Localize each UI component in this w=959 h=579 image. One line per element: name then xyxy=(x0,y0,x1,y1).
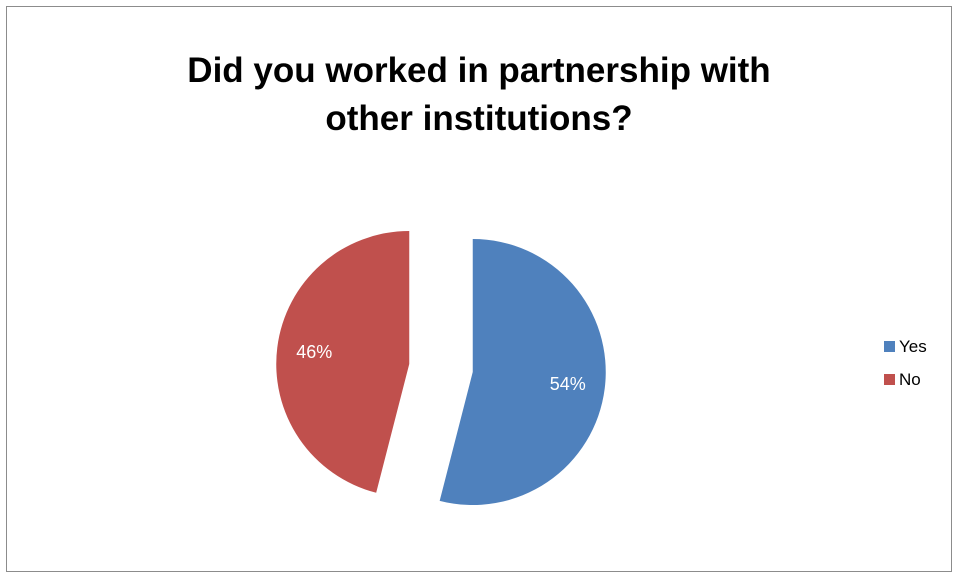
legend: Yes No xyxy=(884,334,927,400)
legend-item-yes: Yes xyxy=(884,334,927,359)
data-label-no: 46% xyxy=(296,342,332,362)
chart-title-line-2: other institutions? xyxy=(325,99,633,138)
legend-label-yes: Yes xyxy=(899,336,927,356)
data-label-yes: 54% xyxy=(550,374,586,394)
pie-slice-yes xyxy=(439,239,606,506)
legend-item-no: No xyxy=(884,367,927,392)
legend-label-no: No xyxy=(899,369,921,389)
chart-title-line-1: Did you worked in partnership with xyxy=(187,51,771,90)
pie-slice-no xyxy=(276,230,410,493)
legend-swatch-no xyxy=(884,374,895,385)
legend-swatch-yes xyxy=(884,341,895,352)
chart-title: Did you worked in partnership with other… xyxy=(7,47,951,143)
